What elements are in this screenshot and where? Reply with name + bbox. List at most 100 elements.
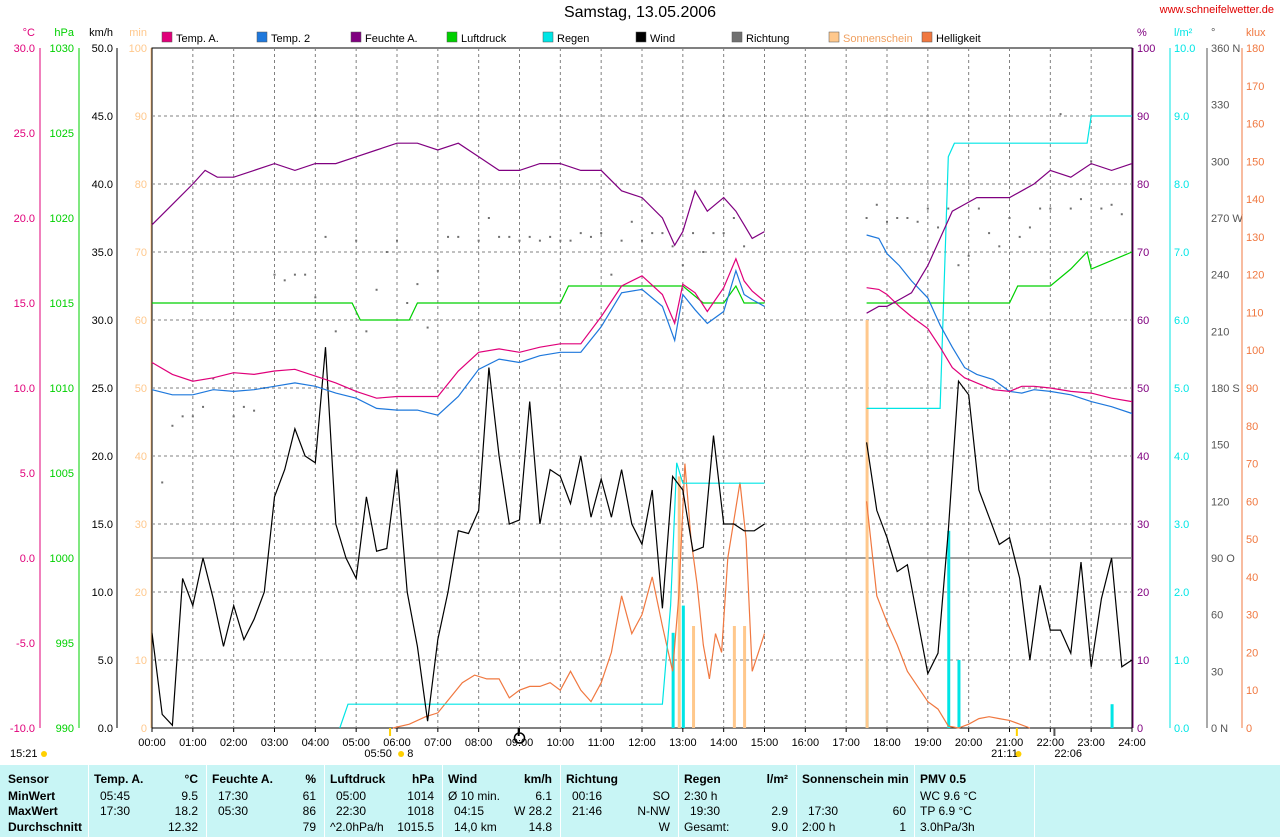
stats-wind: Wind km/h Ø 10 min. 6.1 04:15 W 28.2 14,… — [442, 765, 560, 837]
tick-temp: -5.0 — [16, 638, 35, 650]
chart-title: Samstag, 13.05.2006 — [563, 4, 717, 21]
point-direction — [447, 235, 450, 238]
sun-max: 60 — [892, 804, 906, 818]
sun-duration: 2:00 h — [802, 820, 836, 834]
bar-rain — [947, 530, 951, 728]
unit-wind: km/h — [89, 27, 113, 39]
temp-header: Temp. A. — [94, 772, 144, 786]
dir-min-time: 00:16 — [572, 789, 603, 803]
unit-temp: °C — [23, 27, 35, 39]
tick-rain: 2.0 — [1174, 587, 1189, 599]
legend-swatch — [542, 31, 554, 43]
legend-label: Temp. A. — [176, 33, 219, 45]
tick-minutes: 50 — [135, 383, 147, 395]
point-direction — [283, 279, 286, 282]
bar-rain — [671, 632, 675, 728]
bar-rain — [957, 660, 961, 728]
stats-temp: Temp. A. °C 05:45 9.5 17:30 18.2 12.32 — [88, 765, 206, 837]
press-unit: hPa — [411, 772, 434, 786]
hum-header: Feuchte A. — [212, 772, 273, 786]
point-direction — [610, 273, 613, 276]
point-direction — [273, 273, 276, 276]
wind-header: Wind — [448, 772, 478, 786]
point-direction — [518, 239, 521, 242]
press-min: 1014 — [407, 789, 434, 803]
tick-klux: 130 — [1246, 232, 1264, 244]
point-direction — [1028, 226, 1031, 229]
point-direction — [1018, 235, 1021, 238]
tick-minutes: 100 — [129, 43, 147, 55]
tick-klux: 0 — [1246, 723, 1252, 735]
tick-direction: 330 — [1211, 100, 1229, 112]
tick-rain: 0.0 — [1174, 723, 1189, 735]
tick-wind: 35.0 — [92, 247, 113, 259]
wind-run: 14,0 km — [454, 820, 497, 834]
tick-wind: 20.0 — [92, 451, 113, 463]
tick-time: 05:00 — [342, 737, 370, 749]
tick-temp: 30.0 — [14, 43, 35, 55]
point-direction — [712, 232, 715, 235]
press-trend: ^2.0hPa/h — [330, 820, 384, 834]
hum-max-time: 05:30 — [218, 804, 249, 818]
point-direction — [498, 235, 501, 238]
point-direction — [651, 232, 654, 235]
bar-rain — [1110, 704, 1114, 728]
unit-klux: klux — [1246, 27, 1266, 39]
wind-unit: km/h — [523, 772, 552, 786]
point-direction — [600, 232, 603, 235]
point-direction — [589, 235, 592, 238]
unit-pressure: hPa — [54, 27, 74, 39]
stats-sun: Sonnenschein min 17:30 60 2:00 h 1 — [796, 765, 914, 837]
point-direction — [947, 207, 950, 210]
tick-direction: 240 — [1211, 270, 1229, 282]
point-direction — [171, 424, 174, 427]
point-direction — [436, 269, 439, 272]
point-direction — [406, 302, 409, 304]
legend-label: Wind — [650, 33, 675, 45]
tick-wind: 10.0 — [92, 587, 113, 599]
point-direction — [365, 330, 368, 333]
hum-min: 61 — [302, 789, 316, 803]
point-direction — [886, 220, 888, 223]
point-direction — [671, 245, 674, 248]
point-direction — [926, 207, 929, 210]
tick-minutes: 70 — [135, 247, 147, 259]
press-max: 1018 — [407, 804, 434, 818]
hum-avg: 79 — [302, 820, 316, 834]
tick-humidity: 20 — [1137, 587, 1149, 599]
tick-klux: 110 — [1246, 307, 1264, 319]
tick-time: 07:00 — [424, 737, 452, 749]
point-direction — [304, 273, 307, 276]
point-direction — [865, 217, 868, 219]
series-temp-a — [151, 257, 765, 399]
tick-minutes: 30 — [135, 519, 147, 531]
point-direction — [916, 220, 919, 223]
unit-direction: ° — [1211, 27, 1215, 39]
tick-klux: 20 — [1246, 647, 1258, 659]
tick-klux: 90 — [1246, 383, 1258, 395]
point-direction — [202, 405, 205, 408]
dir-header: Richtung — [566, 772, 618, 786]
site-link[interactable]: www.schneifelwetter.de — [1159, 4, 1274, 16]
hum-unit: % — [305, 772, 316, 786]
tick-humidity: 10 — [1137, 655, 1149, 667]
press-max-time: 22:30 — [336, 804, 367, 818]
tick-direction: 90 O — [1211, 553, 1235, 565]
dir-avg: W — [658, 820, 670, 834]
legend-label: Richtung — [746, 33, 789, 45]
rain-total-label: Gesamt: — [684, 820, 730, 834]
tick-time: 01:00 — [179, 737, 207, 749]
tick-pressure: 1025 — [50, 128, 74, 140]
tick-wind: 0.0 — [98, 723, 113, 735]
tick-temp: 10.0 — [14, 383, 35, 395]
tick-klux: 140 — [1246, 194, 1264, 206]
tick-pressure: 1000 — [50, 553, 74, 565]
sun-icon — [41, 751, 47, 757]
tick-rain: 9.0 — [1174, 111, 1189, 123]
series-helligkeit — [392, 463, 766, 729]
tick-time: 17:00 — [832, 737, 860, 749]
temp-max: 18.2 — [174, 804, 198, 818]
stats-panel: Sensor MinWert MaxWert Durchschnitt Temp… — [0, 765, 1280, 837]
tick-rain: 5.0 — [1174, 383, 1189, 395]
